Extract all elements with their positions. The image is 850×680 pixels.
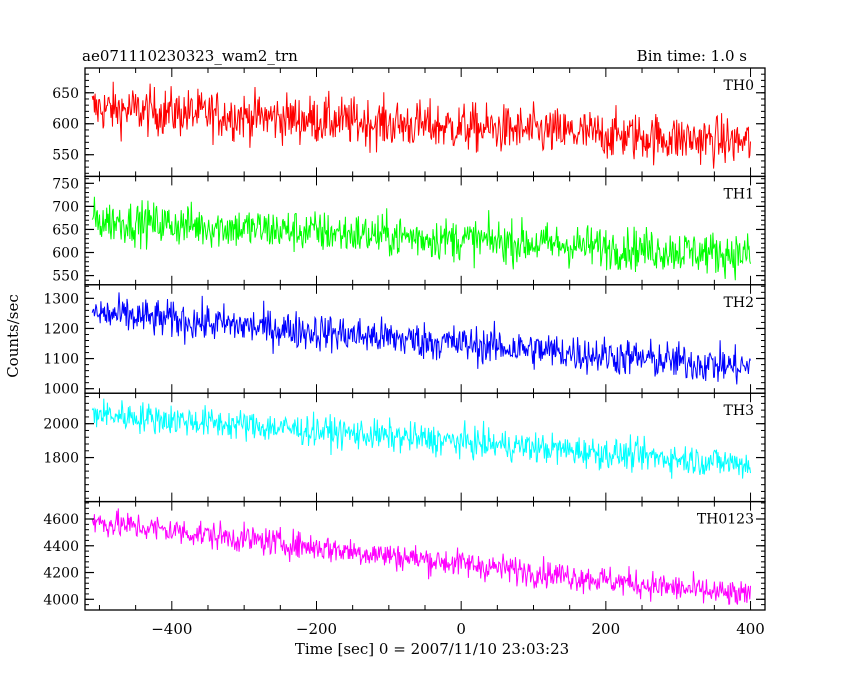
y-tick-label: 4400 xyxy=(43,539,79,555)
y-tick-label: 4200 xyxy=(43,566,79,582)
panel-frame xyxy=(84,500,766,611)
x-tick-label: 200 xyxy=(592,620,621,638)
y-tick-label: 1100 xyxy=(43,352,79,368)
panel-frame xyxy=(84,392,766,503)
series-line-th1 xyxy=(91,196,751,281)
y-tick-label: 1800 xyxy=(43,451,79,467)
panel-name-label: TH0123 xyxy=(697,512,754,528)
series-line-th2 xyxy=(91,292,751,385)
series-line-th0 xyxy=(91,81,751,169)
panel-name-label: TH3 xyxy=(724,403,754,419)
y-axis-label: Counts/sec xyxy=(4,294,22,378)
x-axis: −400 −200 0 200 400 xyxy=(151,620,765,638)
x-tick-label: 0 xyxy=(456,620,466,638)
series-line-th3 xyxy=(91,398,751,479)
y-tick-label: 1200 xyxy=(43,321,79,337)
y-tick-label: 4000 xyxy=(43,592,79,608)
y-tick-label: 600 xyxy=(52,246,79,262)
y-tick-label: 2000 xyxy=(43,417,79,433)
panel-th0123: 4000 4200 4400 4600 TH0123 xyxy=(43,500,766,611)
x-tick-label: −200 xyxy=(296,620,337,638)
panel-th3: 1800 2000 TH3 xyxy=(43,392,766,503)
x-axis-label: Time [sec] 0 = 2007/11/10 23:03:23 xyxy=(295,640,569,658)
panel-th1: 550 600 650 700 750 TH1 xyxy=(52,175,766,286)
y-tick-label: 750 xyxy=(52,176,79,192)
panel-frame xyxy=(84,284,766,394)
panel-name-label: TH1 xyxy=(724,186,754,202)
bin-time-label: Bin time: 1.0 s xyxy=(637,47,747,65)
series-line-th0123 xyxy=(91,508,751,605)
x-tick-label: 400 xyxy=(736,620,765,638)
y-tick-label: 700 xyxy=(52,199,79,215)
y-tick-label: 650 xyxy=(52,86,79,102)
panel-th2: 1000 1100 1200 1300 TH2 xyxy=(43,284,766,398)
panel-name-label: TH2 xyxy=(724,295,754,311)
panel-th0: 550 600 650 TH0 xyxy=(52,67,766,178)
y-tick-label: 600 xyxy=(52,117,79,133)
y-tick-label: 550 xyxy=(52,269,79,285)
y-tick-label: 550 xyxy=(52,148,79,164)
y-tick-label: 4600 xyxy=(43,512,79,528)
panel-name-label: TH0 xyxy=(724,78,754,94)
y-tick-label: 1000 xyxy=(43,382,79,398)
y-tick-label: 1300 xyxy=(43,291,79,307)
chart-title: ae071110230323_wam2_trn xyxy=(82,47,298,65)
x-tick-label: −400 xyxy=(151,620,192,638)
y-tick-label: 650 xyxy=(52,222,79,238)
panels-group: 550 600 650 TH0 550 600 650 700 750 TH1 1000 1100 12… xyxy=(43,67,766,611)
